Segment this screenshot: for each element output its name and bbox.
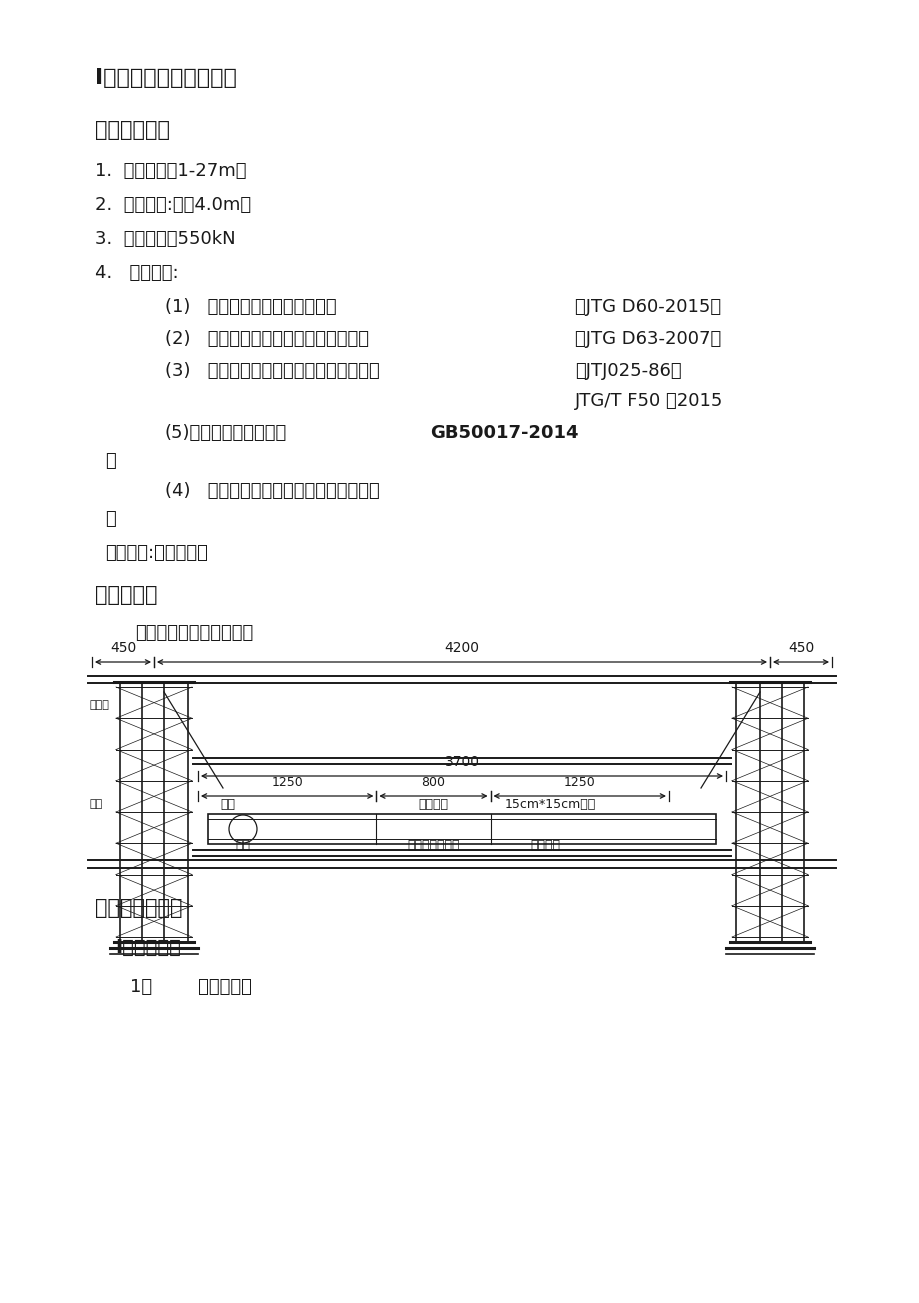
Text: (1)   《公路桥涵设计通用规范》: (1) 《公路桥涵设计通用规范》 (165, 298, 336, 317)
Text: 1、        桁架总重：: 1、 桁架总重： (130, 979, 252, 995)
Text: （JTG D63-2007）: （JTG D63-2007） (574, 330, 720, 348)
Text: 无扣纵架: 无扣纵架 (530, 839, 560, 852)
Text: 支撑架: 支撑架 (90, 700, 109, 710)
Text: 450: 450 (109, 641, 136, 655)
Text: (5)《钢结构设计规范》: (5)《钢结构设计规范》 (165, 423, 287, 442)
Text: 、结构尺寸: 、结构尺寸 (95, 585, 157, 605)
Text: Ⅰ、设计资料和结构尺寸: Ⅰ、设计资料和结构尺寸 (95, 68, 236, 89)
Text: JTG/T F50 －2015: JTG/T F50 －2015 (574, 392, 722, 410)
Text: (3)   《公路桥涵钢结构及木结构设计规范: (3) 《公路桥涵钢结构及木结构设计规范 (165, 362, 380, 380)
Text: 450: 450 (787, 641, 813, 655)
Text: GB50017-2014: GB50017-2014 (429, 423, 578, 442)
Text: 车辙木板: 车辙木板 (418, 797, 448, 810)
Text: 三、荷载标准：: 三、荷载标准： (95, 898, 182, 919)
Text: 一、设计资料: 一、设计资料 (95, 120, 170, 139)
Text: （JTG D60-2015）: （JTG D60-2015） (574, 298, 720, 317)
Text: 桥梁横断面布置如下图：: 桥梁横断面布置如下图： (135, 624, 253, 642)
Text: 计算方法:极限状态法: 计算方法:极限状态法 (105, 543, 208, 562)
Text: 》: 》 (105, 509, 116, 528)
Text: 4.   设计依据:: 4. 设计依据: (95, 265, 178, 281)
Text: 800: 800 (421, 777, 445, 790)
Text: 3700: 3700 (444, 754, 479, 769)
Text: 1.  标准跨径：1-27m；: 1. 标准跨径：1-27m； (95, 162, 246, 180)
Text: (4)   《公路桥涵施工技术规范及实施手册: (4) 《公路桥涵施工技术规范及实施手册 (165, 482, 380, 500)
Bar (208, 814, 715, 844)
Text: 搁架: 搁架 (235, 839, 250, 852)
Text: 3.  设计荷载：550kN: 3. 设计荷载：550kN (95, 231, 235, 248)
Text: (2)   《公路桥涵地基与基础设计规范》: (2) 《公路桥涵地基与基础设计规范》 (165, 330, 369, 348)
Text: 》: 》 (105, 452, 116, 470)
Text: 4200: 4200 (444, 641, 479, 655)
Text: Ⅰ、静载计算: Ⅰ、静载计算 (115, 938, 181, 956)
Text: 缘材: 缘材 (221, 797, 235, 810)
Text: 1250: 1250 (271, 777, 302, 790)
Text: （JTJ025-86）: （JTJ025-86） (574, 362, 681, 380)
Text: 1250: 1250 (563, 777, 595, 790)
Text: 桁架: 桁架 (90, 799, 103, 809)
Text: 15cm*15cm方木: 15cm*15cm方木 (505, 797, 596, 810)
Text: 2.  桥面宽度:全宽4.0m；: 2. 桥面宽度:全宽4.0m； (95, 195, 251, 214)
Text: 车辙板固定螺杆: 车辙板固定螺杆 (407, 839, 460, 852)
